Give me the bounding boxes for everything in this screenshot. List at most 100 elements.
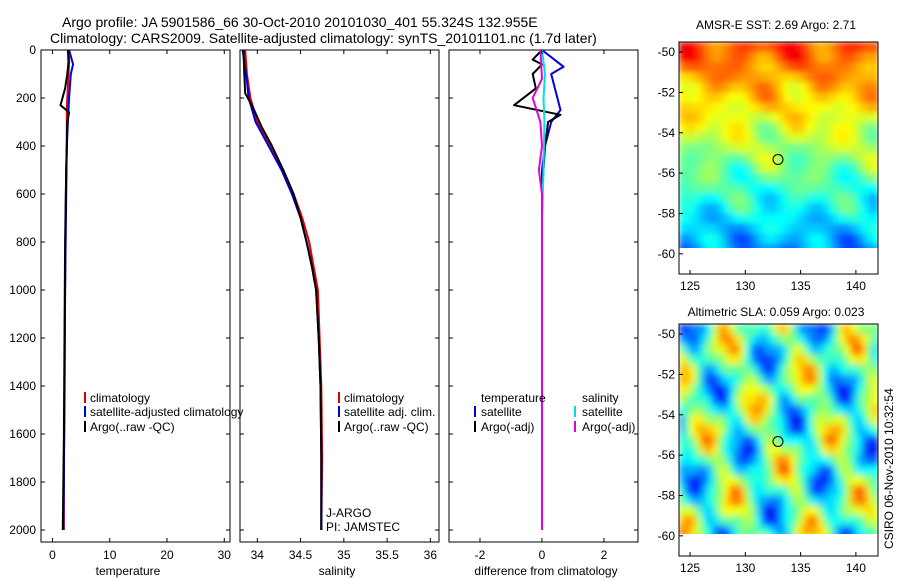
map-cell xyxy=(822,153,830,165)
map-cell xyxy=(745,153,752,165)
map-cell xyxy=(850,163,857,175)
map-cell xyxy=(679,505,686,517)
map-cell xyxy=(723,344,730,356)
map-cell xyxy=(828,112,835,124)
map-cell xyxy=(839,435,846,447)
map-cell xyxy=(695,525,703,534)
map-cell xyxy=(811,112,819,124)
map-cell xyxy=(706,223,714,235)
map-cell xyxy=(695,455,703,467)
map-cell xyxy=(828,203,835,215)
map-cell xyxy=(739,122,747,134)
annotation-pi: PI: JAMSTEC xyxy=(326,520,400,534)
map-cell xyxy=(872,495,878,507)
map-cell xyxy=(734,142,741,154)
map-cell xyxy=(761,233,769,245)
map-cell xyxy=(861,525,868,534)
map-cell xyxy=(684,122,691,134)
map-cell xyxy=(833,354,841,366)
map-cell xyxy=(789,475,797,487)
map-cell xyxy=(817,183,824,195)
map-cell xyxy=(706,364,714,376)
map-cell xyxy=(767,142,774,154)
map-cell xyxy=(872,173,878,185)
map-cell xyxy=(679,445,686,457)
map-cell xyxy=(717,324,725,336)
map-cell xyxy=(784,233,791,245)
map-cell xyxy=(684,424,691,436)
map-cell xyxy=(795,163,802,175)
map-cell xyxy=(695,233,703,245)
map-cell xyxy=(855,173,863,185)
map-cell xyxy=(679,475,686,487)
map-cell xyxy=(828,414,835,426)
map-cell xyxy=(679,153,686,165)
map-cell xyxy=(806,52,813,64)
map-cell xyxy=(767,536,774,547)
series-satellite-adj-clim- xyxy=(241,49,323,530)
map-cell xyxy=(723,243,730,248)
map-cell xyxy=(817,82,824,94)
map-cell xyxy=(828,364,835,376)
map-cell xyxy=(866,505,874,517)
map-cell xyxy=(872,112,878,124)
map-cell xyxy=(861,536,868,547)
map-cell xyxy=(717,52,725,64)
map-cell xyxy=(822,465,830,477)
map-cell xyxy=(795,183,802,195)
map-cell xyxy=(839,374,846,386)
map-cell xyxy=(739,344,747,356)
map-cell xyxy=(745,374,752,386)
map-cell xyxy=(723,142,730,154)
map-cell xyxy=(795,445,802,457)
map-cell xyxy=(861,384,868,396)
map-cell xyxy=(767,394,774,406)
map-cell xyxy=(761,102,769,114)
map-cell xyxy=(866,445,874,457)
map-cell xyxy=(695,42,703,54)
map-cell xyxy=(839,213,846,225)
map-cell xyxy=(855,243,863,248)
map-cell xyxy=(861,404,868,416)
map-cell xyxy=(866,354,874,366)
map-cell xyxy=(795,122,802,134)
map-cell xyxy=(778,213,785,225)
map-cell xyxy=(789,505,797,517)
map-cell xyxy=(706,213,714,225)
map-cell xyxy=(844,163,852,175)
map-cell xyxy=(866,404,874,416)
map-cell xyxy=(778,153,785,165)
map-cell xyxy=(728,384,736,396)
map-cell xyxy=(866,163,874,175)
map-cell xyxy=(839,42,846,54)
map-cell xyxy=(767,42,774,54)
map-cell xyxy=(717,435,725,447)
map-cell xyxy=(723,424,730,436)
series-argo-raw-qc- xyxy=(59,49,71,531)
map-cell xyxy=(690,42,697,54)
map-cell xyxy=(789,424,797,436)
map-cell xyxy=(784,112,791,124)
map-cell xyxy=(833,384,841,396)
map-cell xyxy=(822,183,830,195)
map-cell xyxy=(855,193,863,205)
map-cell xyxy=(806,515,813,527)
map-cell xyxy=(839,153,846,165)
map-cell xyxy=(833,183,841,195)
map-cell xyxy=(690,62,697,74)
map-cell xyxy=(761,495,769,507)
map-cell xyxy=(822,82,830,94)
map-cell xyxy=(690,364,697,376)
map-cell xyxy=(717,193,725,205)
map-cell xyxy=(679,374,686,386)
map-cell xyxy=(778,62,785,74)
map-cell xyxy=(690,435,697,447)
map-cell xyxy=(784,364,791,376)
map-cell xyxy=(723,475,730,487)
x-tick-label: 35.5 xyxy=(375,548,399,562)
map-cell xyxy=(712,455,719,467)
map-cell xyxy=(695,173,703,185)
map-cell xyxy=(839,495,846,507)
map-cell xyxy=(734,183,741,195)
map-cell xyxy=(806,374,813,386)
